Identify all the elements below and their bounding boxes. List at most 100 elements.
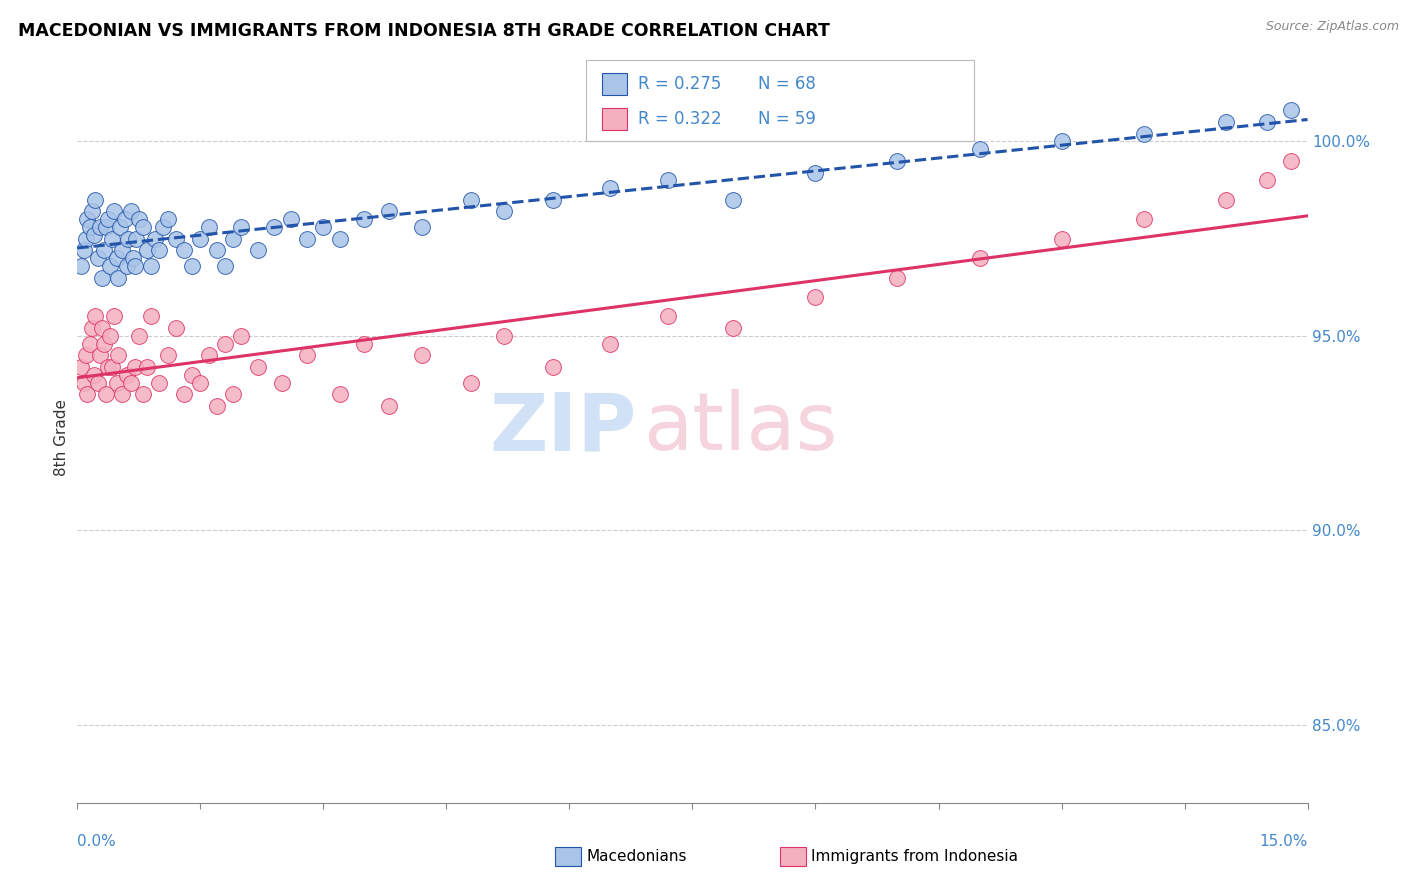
Point: [122, 251, 145, 265]
Point: [82, 321, 104, 335]
Point: [90, 321, 114, 335]
Point: [411, 348, 433, 362]
Point: [143, 232, 166, 246]
Point: [214, 336, 236, 351]
Point: [136, 244, 159, 258]
Point: [353, 212, 375, 227]
Point: [141, 259, 163, 273]
Point: [246, 244, 269, 258]
Point: [105, 251, 128, 265]
Text: R = 0.275: R = 0.275: [638, 75, 721, 93]
Point: [205, 399, 228, 413]
Point: [969, 251, 991, 265]
Point: [173, 387, 195, 401]
Point: [263, 219, 285, 234]
Text: R = 0.322: R = 0.322: [638, 111, 721, 128]
Point: [231, 329, 253, 343]
Point: [1050, 232, 1073, 246]
Point: [1279, 103, 1302, 118]
Point: [173, 244, 195, 258]
Text: Macedonians: Macedonians: [586, 849, 686, 863]
Point: [75, 348, 97, 362]
Point: [108, 219, 131, 234]
Point: [70, 259, 93, 273]
Text: N = 59: N = 59: [758, 111, 815, 128]
Text: Immigrants from Indonesia: Immigrants from Indonesia: [811, 849, 1018, 863]
Point: [70, 359, 93, 374]
Point: [222, 387, 245, 401]
Point: [103, 310, 125, 324]
Point: [312, 219, 335, 234]
Point: [84, 193, 107, 207]
Point: [98, 259, 121, 273]
Point: [804, 165, 827, 179]
Point: [231, 219, 253, 234]
Point: [83, 227, 105, 242]
Point: [152, 219, 174, 234]
Point: [73, 244, 96, 258]
Point: [329, 232, 352, 246]
Point: [124, 359, 146, 374]
Point: [181, 259, 204, 273]
Point: [117, 232, 139, 246]
Point: [156, 348, 179, 362]
Point: [886, 153, 908, 168]
Point: [1132, 212, 1154, 227]
Point: [79, 219, 101, 234]
Point: [723, 193, 745, 207]
Text: ZIP: ZIP: [489, 389, 637, 467]
Point: [128, 329, 150, 343]
Text: atlas: atlas: [644, 389, 838, 467]
Point: [79, 336, 101, 351]
Point: [105, 376, 128, 390]
Point: [1215, 115, 1237, 129]
Text: 15.0%: 15.0%: [1260, 834, 1308, 849]
Point: [76, 212, 98, 227]
Point: [103, 204, 125, 219]
Point: [97, 359, 120, 374]
Point: [84, 310, 107, 324]
Point: [295, 348, 318, 362]
Point: [181, 368, 204, 382]
Point: [222, 232, 245, 246]
Point: [97, 212, 120, 227]
Point: [111, 244, 134, 258]
Point: [141, 310, 163, 324]
Point: [271, 376, 294, 390]
Text: MACEDONIAN VS IMMIGRANTS FROM INDONESIA 8TH GRADE CORRELATION CHART: MACEDONIAN VS IMMIGRANTS FROM INDONESIA …: [18, 22, 830, 40]
Point: [128, 212, 150, 227]
Point: [132, 219, 155, 234]
Point: [378, 399, 401, 413]
Y-axis label: 8th Grade: 8th Grade: [53, 399, 69, 475]
Point: [93, 244, 115, 258]
Point: [1132, 127, 1154, 141]
Point: [73, 376, 96, 390]
Point: [136, 359, 159, 374]
Point: [165, 321, 187, 335]
Point: [886, 270, 908, 285]
Point: [804, 290, 827, 304]
Point: [197, 348, 219, 362]
Point: [197, 219, 219, 234]
Point: [1256, 173, 1278, 187]
Point: [599, 181, 621, 195]
Point: [1215, 193, 1237, 207]
Point: [541, 193, 564, 207]
Point: [132, 387, 155, 401]
Point: [89, 348, 111, 362]
Point: [165, 232, 187, 246]
Text: N = 68: N = 68: [758, 75, 815, 93]
Point: [125, 232, 148, 246]
Point: [98, 329, 121, 343]
Point: [378, 204, 401, 219]
Point: [460, 376, 482, 390]
Point: [492, 204, 515, 219]
Point: [148, 376, 170, 390]
Point: [492, 329, 515, 343]
Point: [188, 232, 212, 246]
Point: [83, 368, 105, 382]
Point: [87, 251, 110, 265]
Point: [214, 259, 236, 273]
Point: [599, 336, 621, 351]
Point: [89, 219, 111, 234]
